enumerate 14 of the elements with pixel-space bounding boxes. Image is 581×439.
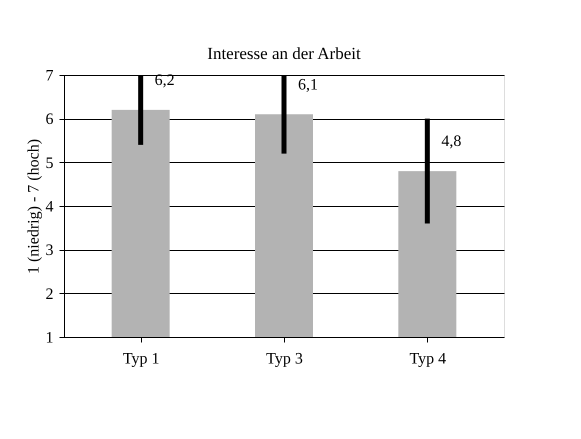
y-tick-label: 2: [46, 286, 54, 303]
x-tick-label: Typ 4: [410, 350, 446, 368]
y-tick-label: 6: [46, 111, 54, 128]
x-tick-label: Typ 1: [122, 350, 160, 368]
chart-title: Interesse an der Arbeit: [207, 44, 361, 63]
x-tick-label: Typ 3: [266, 350, 303, 368]
y-tick-label: 7: [46, 68, 54, 84]
y-tick-label: 4: [46, 198, 54, 216]
y-tick-label: 3: [46, 242, 54, 260]
data-label: 4,8: [441, 133, 462, 150]
y-tick-label: 1: [46, 330, 54, 346]
data-label: 6,1: [298, 76, 318, 94]
y-tick-label: 5: [46, 154, 54, 172]
y-axis-title: 1 (niedrig) - 7 (hoch): [26, 138, 42, 274]
